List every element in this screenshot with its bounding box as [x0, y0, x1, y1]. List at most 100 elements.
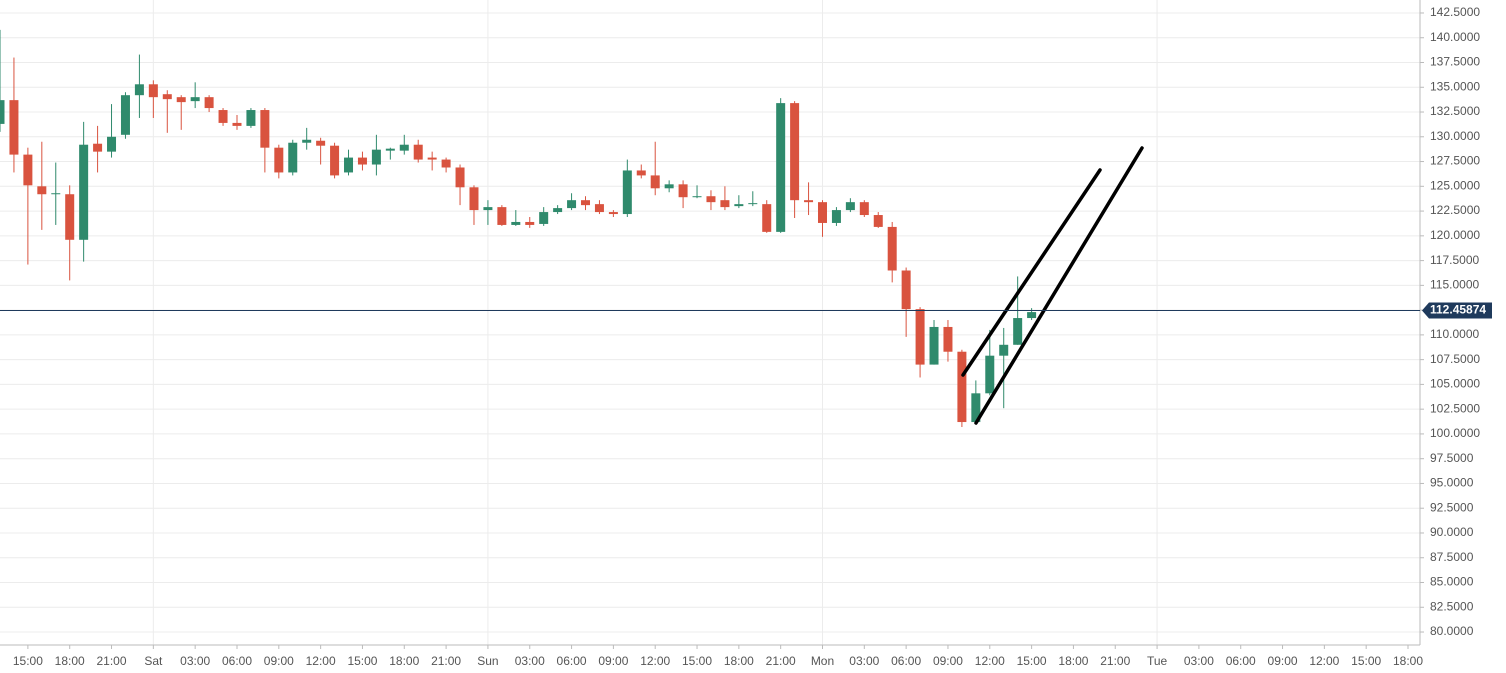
- x-tick-label: 15:00: [347, 654, 377, 668]
- candle-body: [65, 194, 75, 240]
- candle-body: [0, 100, 5, 124]
- candle-body: [288, 142, 298, 173]
- candle-body: [330, 145, 340, 176]
- x-tick-label: 21:00: [97, 654, 127, 668]
- candle-body: [23, 154, 33, 186]
- trend-line: [974, 146, 1144, 425]
- candle-body: [1027, 312, 1037, 319]
- x-tick-label: Tue: [1147, 654, 1168, 668]
- candle-body: [9, 100, 19, 155]
- y-tick-label: 110.0000: [1430, 327, 1479, 341]
- y-tick-label: 107.5000: [1430, 352, 1480, 366]
- candle-body: [260, 110, 270, 148]
- candle-body: [399, 144, 409, 151]
- x-tick-label: 12:00: [975, 654, 1005, 668]
- x-tick-label: 12:00: [640, 654, 670, 668]
- candle-body: [929, 326, 939, 365]
- candle-body: [441, 159, 451, 168]
- candle-body: [831, 210, 841, 223]
- candle-body: [957, 351, 967, 423]
- y-tick-label: 135.0000: [1430, 79, 1480, 93]
- y-tick-label: 130.0000: [1430, 129, 1480, 143]
- y-tick-label: 137.5000: [1430, 55, 1480, 69]
- x-tick-label: 09:00: [1268, 654, 1298, 668]
- candle-body: [51, 193, 61, 195]
- candle-body: [148, 84, 158, 98]
- candle-body: [302, 139, 312, 143]
- candle-body: [915, 309, 925, 365]
- candle-body: [594, 204, 604, 213]
- x-tick-label: Sat: [144, 654, 163, 668]
- candle-body: [79, 144, 89, 240]
- candle-body: [748, 203, 758, 205]
- x-tick-label: Mon: [811, 654, 834, 668]
- candle-body: [817, 202, 827, 223]
- y-tick-label: 117.5000: [1430, 253, 1479, 267]
- candle-body: [218, 110, 228, 123]
- x-tick-label: 09:00: [264, 654, 294, 668]
- candle-body: [636, 170, 646, 176]
- y-tick-label: 125.0000: [1430, 178, 1480, 192]
- y-tick-label: 127.5000: [1430, 154, 1480, 168]
- candle-body: [93, 143, 103, 152]
- candle-body: [511, 221, 521, 225]
- x-tick-label: 15:00: [13, 654, 43, 668]
- y-tick-label: 120.0000: [1430, 228, 1480, 242]
- candle-body: [971, 393, 981, 423]
- y-tick-label: 132.5000: [1430, 104, 1480, 118]
- x-tick-label: 09:00: [598, 654, 628, 668]
- candle-body: [371, 149, 381, 165]
- candle-body: [120, 95, 130, 135]
- candle-body: [762, 204, 772, 232]
- candle-body: [246, 110, 256, 126]
- y-tick-label: 140.0000: [1430, 30, 1480, 44]
- candle-body: [608, 212, 618, 215]
- candle-body: [176, 97, 186, 103]
- x-tick-label: 15:00: [1351, 654, 1381, 668]
- x-tick-label: 21:00: [766, 654, 796, 668]
- y-tick-label: 105.0000: [1430, 377, 1480, 391]
- x-tick-label: 21:00: [431, 654, 461, 668]
- x-tick-label: 03:00: [1184, 654, 1214, 668]
- y-tick-label: 142.5000: [1430, 5, 1480, 19]
- candle-body: [134, 84, 144, 96]
- candle-body: [204, 97, 214, 109]
- x-tick-label: Sun: [477, 654, 498, 668]
- candle-body: [790, 103, 800, 201]
- x-tick-label: 18:00: [1058, 654, 1088, 668]
- x-tick-label: 06:00: [1226, 654, 1256, 668]
- y-tick-label: 92.5000: [1430, 500, 1474, 514]
- candle-body: [999, 344, 1009, 356]
- x-tick-label: 03:00: [180, 654, 210, 668]
- x-tick-label: 03:00: [515, 654, 545, 668]
- y-tick-label: 87.5000: [1430, 550, 1474, 564]
- candle-body: [455, 167, 465, 188]
- x-tick-label: 15:00: [1017, 654, 1047, 668]
- x-tick-label: 12:00: [1309, 654, 1339, 668]
- y-tick-label: 80.0000: [1430, 624, 1474, 638]
- candle-body: [567, 200, 577, 209]
- y-tick-label: 95.0000: [1430, 476, 1474, 490]
- candle-body: [483, 207, 493, 211]
- x-tick-label: 06:00: [557, 654, 587, 668]
- x-tick-label: 15:00: [682, 654, 712, 668]
- candle-body: [776, 103, 786, 232]
- candle-body: [622, 170, 632, 215]
- candle-body: [887, 226, 897, 271]
- candle-body: [232, 122, 242, 126]
- candle-body: [385, 148, 395, 151]
- candle-body: [162, 94, 172, 100]
- candle-body: [664, 184, 674, 189]
- candle-body: [873, 215, 883, 227]
- candle-body: [316, 140, 326, 146]
- candle-body: [37, 186, 47, 195]
- candle-body: [274, 147, 284, 173]
- candle-body: [859, 202, 869, 216]
- y-tick-label: 97.5000: [1430, 451, 1474, 465]
- candle-body: [678, 184, 688, 198]
- grid: [0, 0, 1420, 645]
- candle-body: [706, 196, 716, 203]
- x-tick-label: 06:00: [222, 654, 252, 668]
